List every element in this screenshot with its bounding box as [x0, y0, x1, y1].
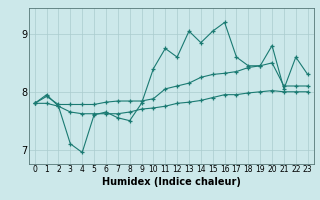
X-axis label: Humidex (Indice chaleur): Humidex (Indice chaleur) — [102, 177, 241, 187]
